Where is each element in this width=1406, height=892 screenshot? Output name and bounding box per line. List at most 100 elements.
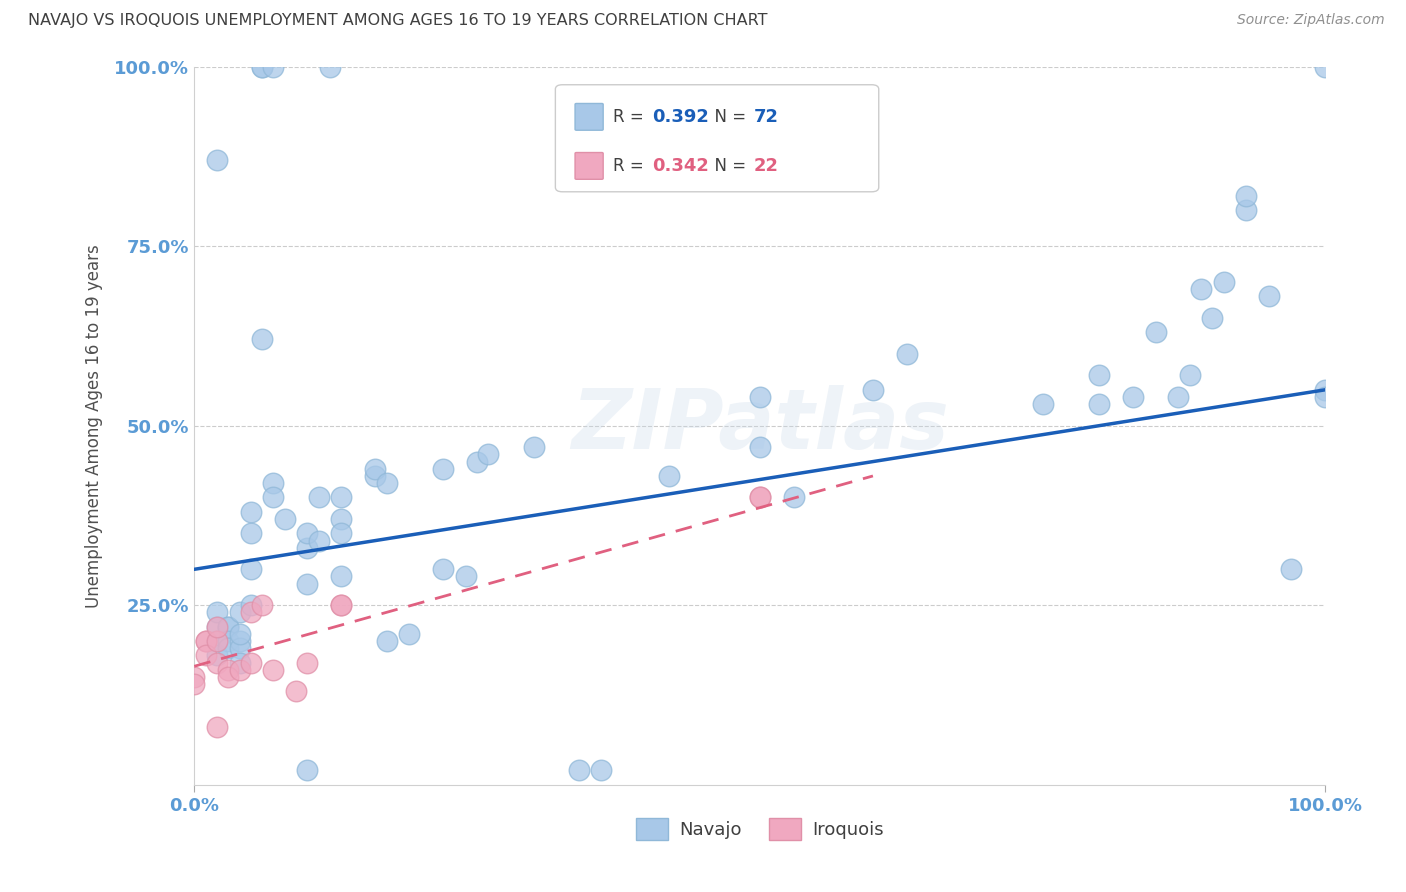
Point [432,562,454,576]
Point [1281,562,1303,576]
Point [330,598,353,612]
Point [477,447,499,461]
Point [1257,289,1279,303]
Point [1201,310,1223,325]
Point [228,663,250,677]
Point [228,606,250,620]
Point [1167,390,1189,404]
Text: R =: R = [613,157,650,175]
Point [205,648,228,663]
Point [398,627,420,641]
Point [239,526,262,541]
Point [250,598,273,612]
Point [330,512,353,526]
Text: NAVAJO VS IROQUOIS UNEMPLOYMENT AMONG AGES 16 TO 19 YEARS CORRELATION CHART: NAVAJO VS IROQUOIS UNEMPLOYMENT AMONG AG… [28,13,768,29]
Point [239,562,262,576]
Point [1189,282,1212,296]
Text: N =: N = [704,157,752,175]
Point [217,641,239,656]
Point [183,670,205,684]
Point [239,598,262,612]
Point [297,576,319,591]
Point [250,60,273,74]
Text: 0.342: 0.342 [652,157,709,175]
Point [308,491,330,505]
Point [319,60,342,74]
Point [591,764,613,778]
Point [1212,275,1234,289]
Text: 0.392: 0.392 [652,108,709,126]
Point [217,670,239,684]
Point [364,469,387,483]
Text: R =: R = [613,108,650,126]
Point [454,569,477,583]
Point [783,491,806,505]
Point [262,60,284,74]
Point [1032,397,1054,411]
Point [239,656,262,670]
Point [205,153,228,167]
Point [217,620,239,634]
Point [1178,368,1201,383]
Point [262,476,284,491]
Point [274,512,297,526]
Point [1088,397,1111,411]
Point [297,526,319,541]
Point [183,677,205,691]
Point [1234,203,1257,218]
Point [239,505,262,519]
Point [523,440,546,454]
Point [862,383,884,397]
Point [330,569,353,583]
Point [297,541,319,555]
Point [1144,326,1167,340]
Point [205,656,228,670]
Point [748,491,770,505]
Point [262,491,284,505]
Point [432,462,454,476]
Point [228,656,250,670]
Y-axis label: Unemployment Among Ages 16 to 19 years: Unemployment Among Ages 16 to 19 years [86,244,103,607]
Point [364,462,387,476]
Point [896,347,918,361]
Point [1315,383,1337,397]
Point [205,620,228,634]
Point [375,476,398,491]
Point [1122,390,1144,404]
Point [239,606,262,620]
Point [217,663,239,677]
Point [308,533,330,548]
Point [205,606,228,620]
Text: Source: ZipAtlas.com: Source: ZipAtlas.com [1237,13,1385,28]
Point [330,526,353,541]
Point [748,440,770,454]
Point [217,634,239,648]
Point [205,720,228,734]
Point [205,620,228,634]
Point [217,620,239,634]
Point [330,598,353,612]
Point [1234,189,1257,203]
Text: 72: 72 [754,108,779,126]
Point [1315,390,1337,404]
Point [285,684,308,698]
Text: 22: 22 [754,157,779,175]
Point [228,627,250,641]
Point [748,491,770,505]
Point [194,648,217,663]
Point [1088,368,1111,383]
Point [194,634,217,648]
Point [228,634,250,648]
Point [250,60,273,74]
Text: ZIPatlas: ZIPatlas [571,385,949,467]
Point [658,469,681,483]
Legend: Navajo, Iroquois: Navajo, Iroquois [628,811,891,847]
Point [228,641,250,656]
Point [1315,60,1337,74]
Point [375,634,398,648]
Point [330,491,353,505]
Point [250,333,273,347]
Point [262,663,284,677]
Point [205,634,228,648]
Point [297,656,319,670]
